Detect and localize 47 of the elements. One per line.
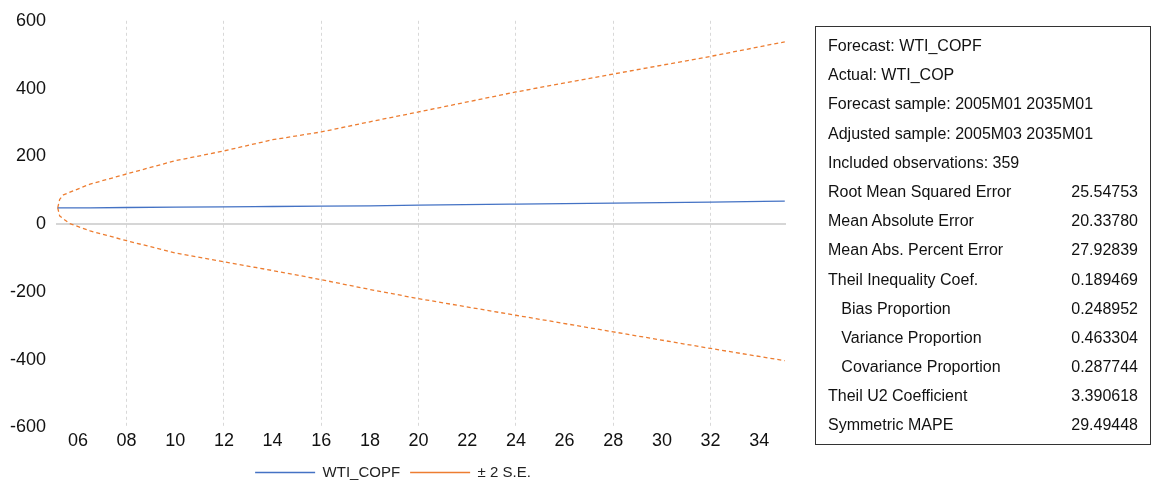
x-tick-label: 16 <box>311 430 332 451</box>
x-tick-label: 14 <box>262 430 283 451</box>
text: 20.33780 <box>1071 212 1138 230</box>
category-label: Mean Absolute Error <box>828 211 974 232</box>
category-label: Root Mean Squared Error <box>828 181 1012 202</box>
category-label: Symmetric MAPE <box>828 415 954 436</box>
legend-label: WTI_COPF <box>322 462 401 480</box>
x-tick-label: 32 <box>700 430 721 451</box>
category-label: Mean Abs. Percent Error <box>828 240 1004 261</box>
y-tick-label: -200 <box>10 280 47 301</box>
x-tick-label: 06 <box>67 430 88 451</box>
x-tick-label: 20 <box>408 430 429 451</box>
x-tick-label: 12 <box>213 430 234 451</box>
text: 0.189469 <box>1071 270 1138 288</box>
x-tick-label: 24 <box>505 430 526 451</box>
y-tick-label: 600 <box>15 9 47 30</box>
text: 29.49448 <box>1071 416 1138 434</box>
category-label: Covariance Proportion <box>840 357 1001 378</box>
x-tick-label: 28 <box>603 430 624 451</box>
x-tick-label: 22 <box>457 430 478 451</box>
category-label: Included observations: 359 <box>828 152 1020 173</box>
x-tick-label: 30 <box>651 430 672 451</box>
category-label: Forecast: WTI_COPF <box>828 36 982 56</box>
y-tick-label: 0 <box>36 213 47 234</box>
y-tick-label: 400 <box>15 77 47 98</box>
text: 3.390618 <box>1071 387 1138 405</box>
x-tick-label: 26 <box>554 430 575 451</box>
text: 0.463304 <box>1071 328 1138 346</box>
x-tick-label: 08 <box>116 430 137 451</box>
text: 25.54753 <box>1071 182 1138 200</box>
x-tick-label: 10 <box>165 430 186 451</box>
y-tick-label: -600 <box>10 416 47 437</box>
category-label: Bias Proportion <box>840 298 951 319</box>
text: 0.248952 <box>1071 299 1138 317</box>
category-label: Theil Inequality Coef. <box>828 269 979 290</box>
x-tick-label: 34 <box>749 430 770 451</box>
category-label: Adjusted sample: 2005M03 2035M01 <box>828 123 1094 144</box>
category-label: Variance Proportion <box>840 327 982 348</box>
text: 0.287744 <box>1071 358 1138 376</box>
y-tick-label: -400 <box>10 348 47 369</box>
y-tick-label: 200 <box>15 145 47 166</box>
category-label: Forecast sample: 2005M01 2035M01 <box>828 94 1094 115</box>
category-label: Theil U2 Coefficient <box>828 386 968 407</box>
category-label: Actual: WTI_COP <box>828 65 955 86</box>
text: 27.92839 <box>1071 241 1138 259</box>
x-tick-label: 18 <box>359 430 380 451</box>
legend-label: ± 2 S.E. <box>477 462 531 480</box>
